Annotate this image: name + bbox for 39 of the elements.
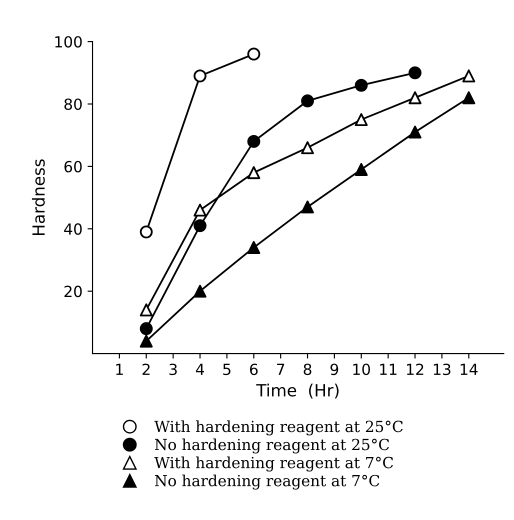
x-tick-label: 4 — [196, 364, 204, 375]
x-tick-label: 2 — [142, 364, 150, 375]
x-tick-label: 10 — [353, 364, 370, 376]
point — [140, 303, 153, 316]
x-axis-title: Time (Hr) — [256, 384, 339, 399]
point — [462, 69, 476, 82]
x-tick-label: 1 — [116, 364, 123, 375]
point — [301, 141, 314, 154]
y-tick-label: 100 — [55, 36, 82, 48]
x-tick-label: 6 — [250, 364, 258, 376]
x-tick-label: 12 — [406, 364, 424, 375]
x-tick-label: 14 — [460, 364, 478, 375]
point — [194, 204, 206, 217]
x-tick-label: 5 — [223, 364, 230, 376]
y-tick-label: 60 — [64, 160, 82, 172]
x-tick-label: 11 — [380, 364, 396, 375]
legend-label: With hardening reagent at 7°C — [154, 456, 393, 472]
y-tick-label: 20 — [64, 286, 82, 298]
y-axis-title: Hardness — [32, 159, 45, 235]
x-tick-label: 8 — [304, 364, 312, 376]
y-tick-label: 40 — [64, 223, 82, 235]
point — [354, 163, 368, 176]
point — [247, 241, 260, 254]
x-tick-label: 13 — [434, 364, 450, 376]
point — [247, 166, 260, 180]
y-tick-label: 80 — [64, 98, 82, 110]
point — [301, 200, 314, 214]
point — [354, 113, 368, 126]
x-tick-label: 7 — [277, 364, 284, 375]
point — [462, 91, 476, 104]
point — [194, 284, 206, 298]
legend-label: No hardening reagent at 7°C — [154, 474, 380, 490]
legend-label: No hardening reagent at 25°C — [154, 438, 389, 454]
x-tick-label: 9 — [330, 364, 338, 376]
point — [408, 91, 422, 104]
x-tick-label: 3 — [169, 364, 177, 376]
point — [140, 334, 153, 348]
legend-label: With hardening reagent at 25°C — [154, 420, 403, 436]
point — [408, 126, 422, 139]
